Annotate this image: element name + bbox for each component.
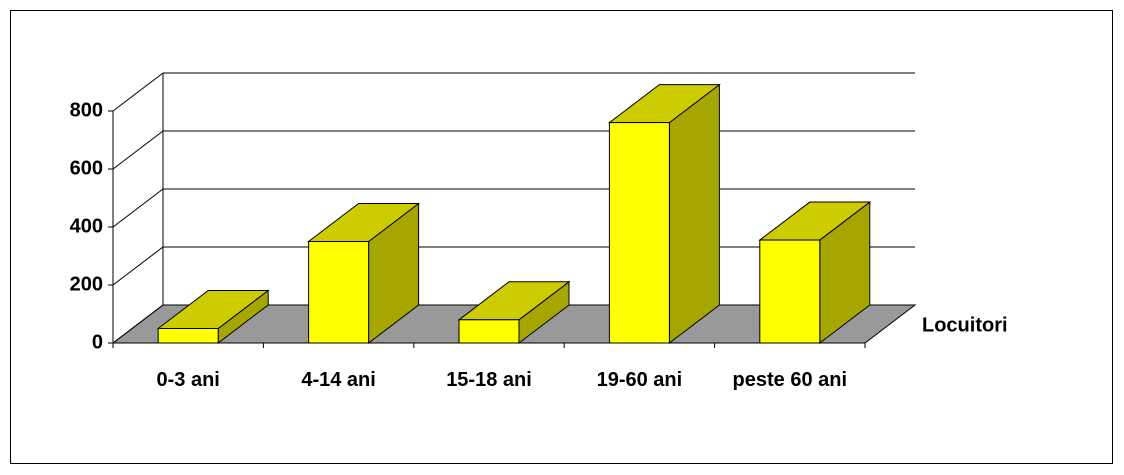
- bar: [458, 319, 520, 344]
- grid-line: [112, 188, 164, 228]
- grid-line: [112, 246, 164, 286]
- y-tick-label: 0: [92, 331, 103, 353]
- grid-line: [112, 304, 164, 344]
- legend-label: Locuitori: [922, 314, 1008, 336]
- bar: [608, 122, 670, 344]
- chart-border: [10, 10, 1113, 464]
- y-tick-label: 800: [70, 99, 103, 121]
- bar-side: [668, 83, 720, 345]
- grid-line: [112, 130, 164, 170]
- x-tick-label: peste 60 ani: [732, 369, 848, 391]
- y-tick-label: 400: [70, 215, 103, 237]
- x-tick-label: 15-18 ani: [446, 369, 532, 391]
- x-tick-label: 0-3 ani: [156, 369, 220, 391]
- bar: [157, 328, 219, 344]
- y-tick-label: 600: [70, 157, 103, 179]
- bar: [308, 241, 370, 344]
- bar: [759, 239, 821, 344]
- x-tick-label: 4-14 ani: [301, 369, 376, 391]
- y-tick-label: 200: [70, 273, 103, 295]
- x-tick-label: 19-60 ani: [596, 369, 683, 391]
- grid-line: [112, 72, 164, 112]
